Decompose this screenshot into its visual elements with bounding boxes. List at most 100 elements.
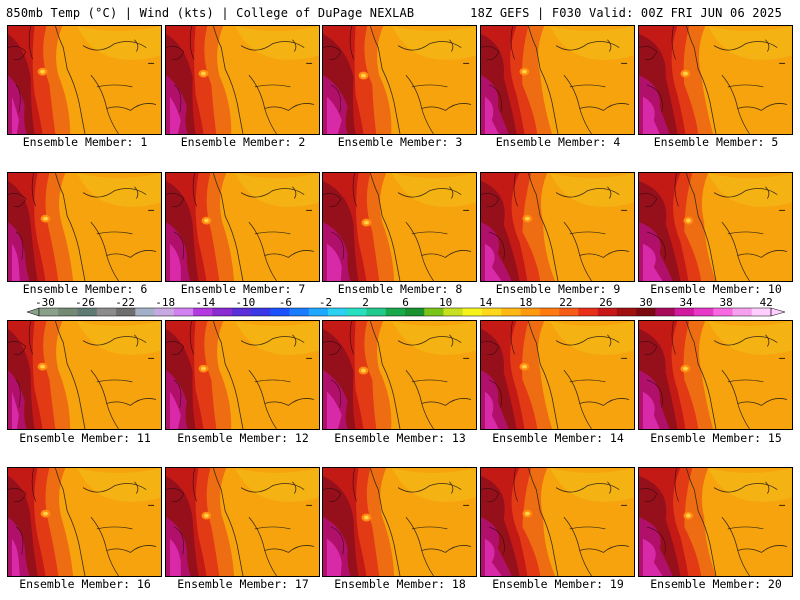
colorbar-swatch	[539, 308, 560, 316]
colorbar-swatch	[674, 308, 695, 316]
ensemble-member-map	[165, 320, 320, 430]
colorbar-tick-label: -18	[155, 296, 175, 309]
colorbar-tick-label: -10	[235, 296, 255, 309]
ensemble-member-label: Ensemble Member: 5	[653, 135, 779, 149]
ensemble-member-map	[638, 320, 793, 430]
colorbar-tick-label: 14	[479, 296, 493, 309]
ensemble-member-label: Ensemble Member: 19	[492, 577, 624, 591]
colorbar-tick-label: 22	[559, 296, 572, 309]
colorbar-swatch	[308, 308, 329, 316]
colorbar-swatch	[655, 308, 675, 316]
ensemble-member-map	[165, 25, 320, 135]
colorbar-swatch	[616, 308, 637, 316]
colorbar-tick-label: -2	[319, 296, 332, 309]
colorbar-tick-label: -26	[75, 296, 95, 309]
ensemble-member-label: Ensemble Member: 15	[650, 431, 782, 445]
ensemble-member-label: Ensemble Member: 4	[495, 135, 621, 149]
ensemble-member-label: Ensemble Member: 6	[22, 282, 148, 296]
colorbar-swatch	[713, 308, 733, 316]
colorbar-tick-label: 26	[599, 296, 612, 309]
ensemble-member-map	[322, 172, 477, 282]
temperature-colorbar: -30 -26 -22 -18 -14 -10 -6 -2 2 6 10 14 18 22 26 30 34 38…	[26, 296, 786, 317]
ensemble-member-label: Ensemble Member: 16	[19, 577, 151, 591]
colorbar-swatch	[578, 308, 598, 316]
colorbar-swatch	[135, 308, 155, 316]
ensemble-member-map	[480, 172, 635, 282]
colorbar-swatch	[751, 308, 772, 316]
colorbar-swatch	[96, 308, 117, 316]
ensemble-member-label: Ensemble Member: 2	[180, 135, 306, 149]
model-run-info: 18Z GEFS | F030 Valid: 00Z FRI JUN 06 20…	[470, 6, 782, 20]
ensemble-member-map	[480, 320, 635, 430]
colorbar-swatch	[154, 308, 175, 316]
ensemble-member-map	[322, 25, 477, 135]
colorbar-swatch	[231, 308, 252, 316]
colorbar-swatch	[366, 308, 387, 316]
colorbar-tick-label: -30	[35, 296, 55, 309]
colorbar-swatch	[520, 308, 541, 316]
ensemble-member-label: Ensemble Member: 10	[650, 282, 782, 296]
colorbar-tick-label: -22	[115, 296, 135, 309]
ensemble-member-map	[638, 172, 793, 282]
colorbar-tick-label: 34	[679, 296, 693, 309]
ensemble-member-label: Ensemble Member: 14	[492, 431, 624, 445]
colorbar-swatch	[58, 308, 78, 316]
colorbar-swatch	[559, 308, 579, 316]
ensemble-member-label: Ensemble Member: 12	[177, 431, 309, 445]
colorbar-tick-label: 2	[362, 296, 369, 309]
ensemble-member-label: Ensemble Member: 8	[337, 282, 463, 296]
colorbar-swatch	[77, 308, 98, 316]
colorbar-swatch	[289, 308, 309, 316]
colorbar-swatch	[173, 308, 194, 316]
colorbar-tick-label: 38	[720, 296, 733, 309]
ensemble-member-map	[7, 25, 162, 135]
colorbar-swatch	[270, 308, 290, 316]
colorbar-swatch	[327, 308, 348, 316]
colorbar-swatch	[116, 308, 136, 316]
colorbar-swatch	[193, 308, 213, 316]
ensemble-member-map	[480, 467, 635, 577]
colorbar-swatch	[482, 308, 502, 316]
colorbar-swatch	[212, 308, 232, 316]
colorbar-swatch	[462, 308, 483, 316]
ensemble-member-map	[638, 25, 793, 135]
colorbar-tick-label: 42	[760, 296, 773, 309]
ensemble-member-map	[638, 467, 793, 577]
colorbar-swatch	[693, 308, 714, 316]
colorbar-tick-label: 10	[439, 296, 452, 309]
ensemble-member-label: Ensemble Member: 17	[177, 577, 309, 591]
ensemble-member-map	[7, 172, 162, 282]
colorbar-swatch	[405, 308, 425, 316]
colorbar-swatch	[250, 308, 271, 316]
map-title: 850mb Temp (°C) | Wind (kts) | College o…	[6, 6, 415, 20]
ensemble-member-label: Ensemble Member: 13	[334, 431, 466, 445]
ensemble-member-map	[7, 467, 162, 577]
colorbar-swatch	[443, 308, 464, 316]
colorbar-swatch	[501, 308, 521, 316]
colorbar-swatch	[636, 308, 656, 316]
colorbar-tick-label: -14	[195, 296, 215, 309]
ensemble-member-label: Ensemble Member: 7	[180, 282, 306, 296]
colorbar-swatch	[347, 308, 367, 316]
colorbar-tick-label: 6	[402, 296, 409, 309]
ensemble-member-map	[322, 467, 477, 577]
ensemble-member-map	[165, 467, 320, 577]
ensemble-member-label: Ensemble Member: 18	[334, 577, 466, 591]
colorbar-min-arrow	[26, 307, 40, 317]
colorbar-swatch	[732, 308, 753, 316]
ensemble-member-label: Ensemble Member: 20	[650, 577, 782, 591]
colorbar-swatch	[385, 308, 406, 316]
ensemble-member-map	[165, 172, 320, 282]
ensemble-member-map	[7, 320, 162, 430]
colorbar-tick-label: -6	[279, 296, 292, 309]
colorbar-swatch	[39, 308, 59, 316]
ensemble-member-label: Ensemble Member: 11	[19, 431, 151, 445]
ensemble-member-label: Ensemble Member: 1	[22, 135, 148, 149]
ensemble-member-map	[480, 25, 635, 135]
colorbar-swatch	[424, 308, 444, 316]
ensemble-member-label: Ensemble Member: 3	[337, 135, 463, 149]
colorbar-max-arrow	[770, 307, 786, 317]
colorbar-swatch	[597, 308, 618, 316]
ensemble-member-label: Ensemble Member: 9	[495, 282, 621, 296]
ensemble-member-map	[322, 320, 477, 430]
